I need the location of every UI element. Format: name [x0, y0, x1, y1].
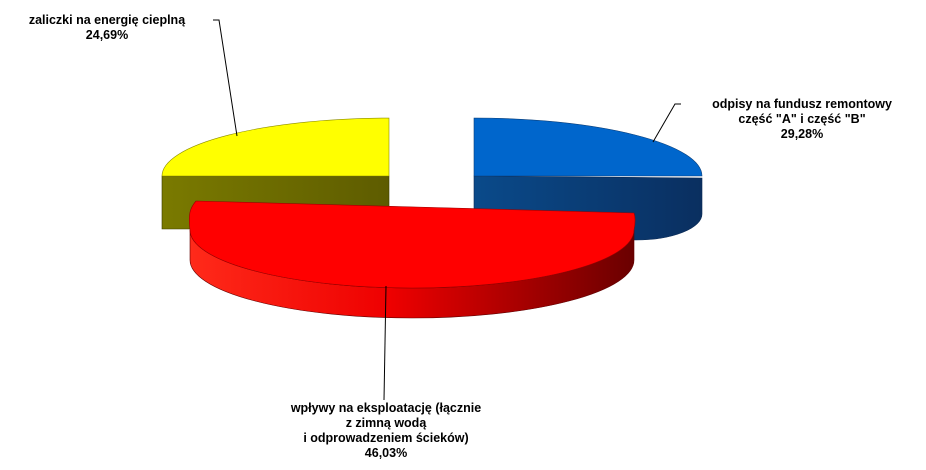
value-label-eksploatacja: 46,03%	[364, 446, 408, 460]
pie-slice-eksploatacja	[188, 200, 636, 319]
slice-label-eksploatacja-line-1: wpływy na eksploatację (łącznie	[290, 401, 482, 415]
slice-label-eksploatacja-line-3: i odprowadzeniem ścieków)	[303, 431, 469, 445]
leader-line-energia	[213, 19, 238, 137]
slice-label-fundusz-line-1: odpisy na fundusz remontowy	[712, 97, 892, 111]
data-label-fundusz: odpisy na fundusz remontowy część "A" i …	[680, 97, 924, 142]
slice-label-energia: zaliczki na energię cieplną	[28, 13, 186, 27]
data-label-energia: zaliczki na energię cieplną 24,69%	[2, 13, 212, 43]
leader-line-eksploatacja	[383, 285, 387, 401]
value-label-energia: 24,69%	[85, 28, 129, 42]
value-label-fundusz: 29,28%	[780, 127, 824, 141]
slice-label-eksploatacja-line-2: z zimną wodą	[345, 416, 427, 430]
data-label-eksploatacja: wpływy na eksploatację (łącznie z zimną …	[246, 401, 526, 461]
leader-line-fundusz	[652, 103, 681, 143]
slice-label-fundusz-line-2: część "A" i część "B"	[738, 112, 866, 126]
